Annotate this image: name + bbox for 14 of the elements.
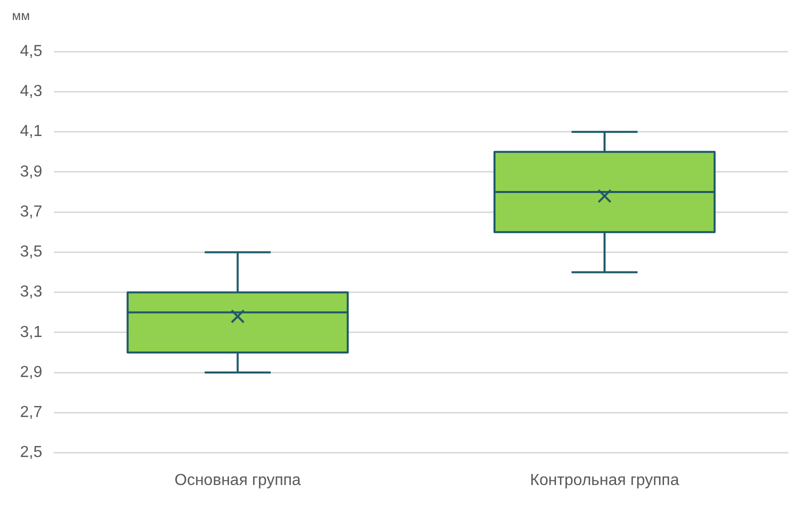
- y-tick-label: 4,3: [20, 83, 42, 100]
- y-tick-label: 3,1: [20, 324, 42, 341]
- y-tick-label: 2,7: [20, 404, 42, 422]
- x-tick-label: Основная группа: [174, 472, 301, 489]
- x-tick-label: Контрольная группа: [530, 472, 680, 489]
- y-axis-title: мм: [11, 8, 31, 25]
- y-tick-label: 3,5: [20, 244, 42, 261]
- y-tick-label: 4,5: [20, 43, 42, 60]
- y-tick-label: 3,9: [20, 163, 42, 180]
- y-tick-label: 3,3: [20, 284, 42, 301]
- y-tick-label: 2,5: [20, 444, 42, 462]
- y-tick-label: 2,9: [20, 364, 42, 381]
- y-tick-label: 3,7: [20, 203, 42, 220]
- y-tick-label: 4,1: [20, 123, 42, 140]
